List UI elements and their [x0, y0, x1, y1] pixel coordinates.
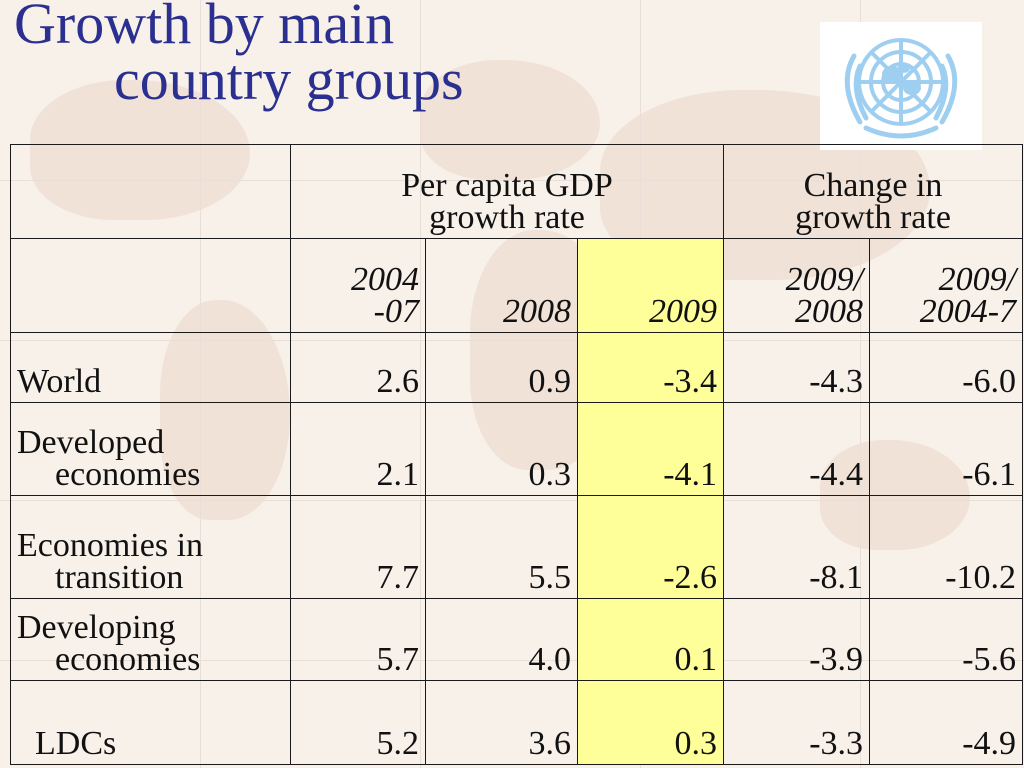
change-2009-2008-header: 2009/ 2008	[723, 238, 871, 333]
slide-title-line1: Growth by main	[14, 0, 395, 56]
change-2009-2008-line2: 2008	[795, 293, 864, 330]
row-label: LDCs	[10, 680, 291, 765]
row-label-line1: Developing	[17, 609, 176, 646]
per-capita-header: Per capita GDP growth rate	[289, 144, 725, 239]
row-label-line1: Economies in	[17, 527, 204, 564]
year-2004-07-header: 2004 -07	[290, 238, 426, 333]
year-2008-header: 2008	[425, 238, 578, 333]
table-row: LDCs 5.2 3.6 0.3 -3.3 -4.9	[10, 680, 1024, 765]
year-2004-07-line1: 2004	[351, 261, 419, 298]
change-2009-2004-7: -6.1	[869, 402, 1024, 496]
table-row: Developed economies 2.1 0.3 -4.1 -4.4 -6…	[10, 402, 1024, 496]
value-2004-07: 5.2	[290, 680, 426, 765]
slide-title-line2: country groups	[114, 47, 464, 112]
row-label-line1: LDCs	[35, 725, 117, 762]
table-row: Economies in transition 7.7 5.5 -2.6 -8.…	[10, 495, 1024, 599]
value-2004-07: 2.1	[290, 402, 426, 496]
row-label-line2: economies	[55, 641, 201, 678]
row-label: Economies in transition	[10, 495, 291, 599]
change-2009-2004-7-line2: 2004-7	[919, 293, 1017, 330]
slide-title: Growth by main country groups	[14, 0, 464, 112]
value-2008: 3.6	[425, 680, 578, 765]
value-2008: 0.9	[425, 332, 578, 403]
change-2009-2008-line1: 2009/	[785, 261, 864, 298]
value-2008: 0.3	[425, 402, 578, 496]
value-2009: -3.4	[576, 332, 725, 403]
value-2008: 5.5	[425, 495, 578, 599]
group-header-row: Per capita GDP growth rate Change in gro…	[10, 144, 1024, 239]
growth-table: Per capita GDP growth rate Change in gro…	[10, 144, 1024, 765]
row-label: World	[10, 332, 291, 403]
change-2009-2004-7: -5.6	[869, 598, 1024, 681]
row-label-line1: Developed	[17, 424, 165, 461]
table-row: Developing economies 5.7 4.0 0.1 -3.9 -5…	[10, 598, 1024, 681]
year-2004-07-line2: -07	[373, 293, 419, 330]
value-2004-07: 7.7	[290, 495, 426, 599]
change-2009-2008: -3.3	[723, 680, 871, 765]
change-2009-2004-7-line1: 2009/	[938, 261, 1017, 298]
value-2009: 0.3	[576, 680, 725, 765]
change-header-line2: growth rate	[795, 199, 951, 236]
change-2009-2004-7: -4.9	[869, 680, 1024, 765]
change-2009-2008: -8.1	[723, 495, 871, 599]
value-2004-07: 2.6	[290, 332, 426, 403]
change-header-line1: Change in	[803, 167, 943, 204]
value-2009: -2.6	[576, 495, 725, 599]
change-2009-2008: -3.9	[723, 598, 871, 681]
change-header: Change in growth rate	[723, 144, 1024, 239]
row-label: Developing economies	[10, 598, 291, 681]
row-label-line2: economies	[55, 456, 201, 493]
value-2009: 0.1	[576, 598, 725, 681]
row-label: Developed economies	[10, 402, 291, 496]
row-label-line2: transition	[55, 559, 184, 596]
un-emblem-icon	[820, 22, 982, 150]
value-2009: -4.1	[576, 402, 725, 496]
header-empty-cell	[10, 144, 291, 239]
per-capita-header-line1: Per capita GDP	[401, 167, 613, 204]
table-row: World 2.6 0.9 -3.4 -4.3 -6.0	[10, 332, 1024, 403]
year-header-row: 2004 -07 2008 2009 2009/ 2008 2009/ 2004…	[10, 238, 1024, 333]
per-capita-header-line2: growth rate	[429, 199, 585, 236]
year-2009-header: 2009	[576, 238, 725, 333]
row-label-line1: World	[17, 363, 102, 400]
change-2009-2004-7-header: 2009/ 2004-7	[869, 238, 1024, 333]
change-2009-2008: -4.3	[723, 332, 871, 403]
value-2008: 4.0	[425, 598, 578, 681]
change-2009-2008: -4.4	[723, 402, 871, 496]
year-header-empty-cell	[10, 238, 291, 333]
change-2009-2004-7: -6.0	[869, 332, 1024, 403]
value-2004-07: 5.7	[290, 598, 426, 681]
change-2009-2004-7: -10.2	[869, 495, 1024, 599]
